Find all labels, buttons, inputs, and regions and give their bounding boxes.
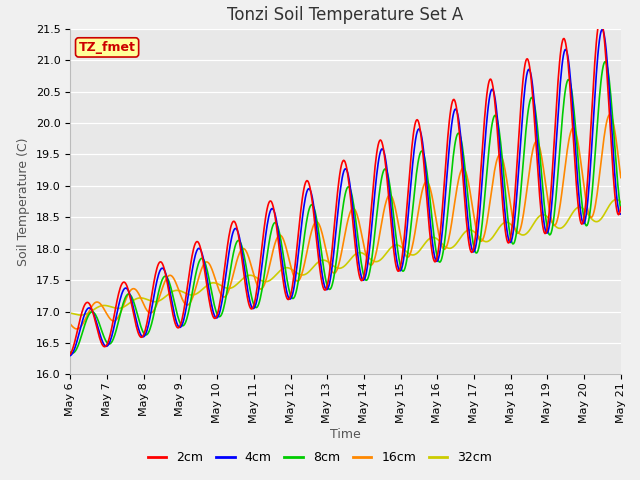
X-axis label: Time: Time (330, 428, 361, 441)
Title: Tonzi Soil Temperature Set A: Tonzi Soil Temperature Set A (227, 6, 464, 24)
Text: TZ_fmet: TZ_fmet (79, 41, 136, 54)
Y-axis label: Soil Temperature (C): Soil Temperature (C) (17, 137, 30, 266)
Legend: 2cm, 4cm, 8cm, 16cm, 32cm: 2cm, 4cm, 8cm, 16cm, 32cm (143, 446, 497, 469)
